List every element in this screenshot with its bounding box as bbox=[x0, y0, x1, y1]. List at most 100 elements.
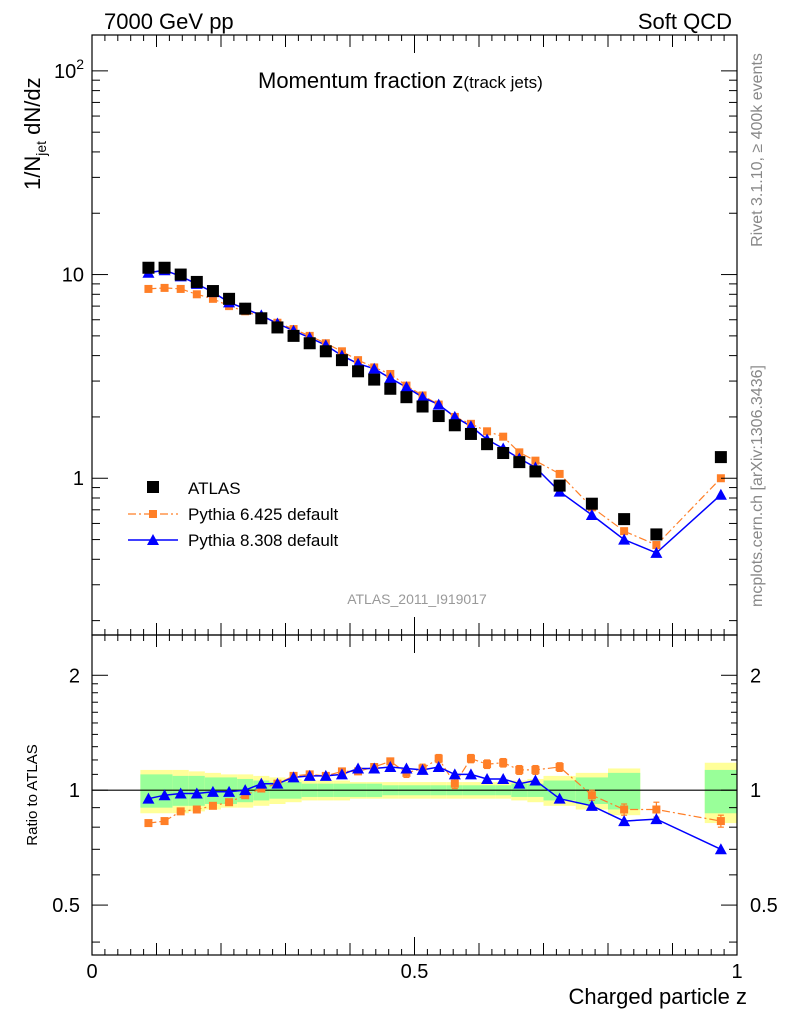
atlas-point bbox=[553, 479, 566, 492]
ratio-pythia6-point bbox=[515, 765, 524, 774]
ratio-pythia6-point bbox=[176, 807, 185, 816]
atlas-point bbox=[158, 261, 171, 274]
atlas-point bbox=[448, 419, 461, 432]
pythia8-point bbox=[448, 410, 461, 422]
ratio-pythia6-point bbox=[144, 819, 153, 828]
ratio-pythia6-point bbox=[225, 798, 234, 807]
pythia8-point bbox=[618, 533, 631, 545]
pythia8-point bbox=[432, 398, 445, 410]
ratio-y-tick-label-left: 0.5 bbox=[52, 895, 80, 917]
ratio-pythia6-point bbox=[208, 801, 217, 810]
ratio-pythia6-point bbox=[160, 817, 169, 826]
ratio-pythia8-point bbox=[223, 785, 236, 797]
stat-uncertainty-band bbox=[704, 769, 737, 814]
ratio-pythia8-point bbox=[529, 774, 542, 786]
x-tick-label: 1 bbox=[731, 961, 742, 983]
atlas-point bbox=[206, 285, 219, 298]
ratio-y-tick-label-right: 1 bbox=[750, 780, 761, 802]
ratio-pythia8-point bbox=[368, 762, 381, 774]
ratio-pythia8-point bbox=[585, 799, 598, 811]
main-y-tick-label: 1 bbox=[73, 468, 84, 490]
pythia8-point bbox=[400, 381, 413, 393]
atlas-point bbox=[585, 497, 598, 510]
atlas-point bbox=[368, 373, 381, 386]
ratio-pythia6-point bbox=[499, 758, 508, 767]
pythia6-point bbox=[515, 448, 524, 457]
main-ylabel: 1/Njet dN/dz bbox=[20, 77, 49, 190]
legend-marker-atlas bbox=[147, 481, 159, 493]
main-y-tick-label: 102 bbox=[54, 56, 84, 83]
ratio-pythia8-point bbox=[206, 785, 219, 797]
ratio-pythia8-point bbox=[432, 761, 445, 773]
ratio-pythia8-point bbox=[142, 792, 155, 804]
atlas-point bbox=[432, 410, 445, 423]
stat-uncertainty-band bbox=[608, 772, 641, 810]
atlas-point bbox=[255, 312, 268, 325]
ratio-pythia8-point bbox=[303, 769, 316, 781]
atlas-point bbox=[513, 456, 526, 469]
pythia8-point bbox=[714, 488, 727, 500]
atlas-point bbox=[174, 268, 187, 281]
pythia6-point bbox=[499, 432, 508, 441]
ratio-pythia6-point bbox=[587, 791, 596, 800]
atlas-point bbox=[142, 261, 155, 274]
pythia8-point bbox=[368, 362, 381, 374]
ratio-y-tick-label-left: 1 bbox=[69, 780, 80, 802]
atlas-point bbox=[287, 329, 300, 342]
pythia6-point bbox=[483, 427, 492, 436]
main-ylabel-sub: jet bbox=[33, 141, 49, 157]
ratio-pythia6-point bbox=[450, 779, 459, 788]
atlas-point bbox=[464, 427, 477, 440]
atlas-point bbox=[618, 513, 631, 526]
atlas-point bbox=[400, 391, 413, 404]
ratio-pythia6-point bbox=[434, 754, 443, 763]
stat-uncertainty-band bbox=[140, 774, 157, 808]
pythia6-point bbox=[176, 284, 185, 293]
pythia6-point bbox=[555, 469, 564, 478]
ratio-pythia8-point bbox=[481, 772, 494, 784]
pythia8-point bbox=[650, 546, 663, 558]
pythia6-point bbox=[620, 527, 629, 536]
ratio-pythia8-point bbox=[190, 787, 203, 799]
legend-marker-pythia6 bbox=[149, 510, 157, 518]
atlas-point bbox=[271, 321, 284, 334]
ratio-pythia8-point bbox=[271, 777, 284, 789]
main-y-tick-label: 10 bbox=[62, 265, 84, 287]
atlas-point bbox=[650, 528, 663, 541]
main-title-text: Momentum fraction z bbox=[258, 68, 463, 93]
main-panel: 1 10 102 Momentum fraction z(track jets) 1… bbox=[20, 34, 738, 636]
atlas-point bbox=[529, 465, 542, 478]
main-y-tick-exponent: 2 bbox=[76, 56, 84, 72]
atlas-point bbox=[335, 354, 348, 367]
ratio-pythia8-point bbox=[650, 813, 663, 825]
ratio-ylabel: Ratio to ATLAS bbox=[24, 744, 41, 845]
watermark: ATLAS_2011_I919017 bbox=[347, 591, 487, 607]
ratio-pythia8-point bbox=[239, 784, 252, 796]
pythia6-point bbox=[531, 456, 540, 465]
ratio-panel: 0.5 0.5 1 1 2 2 0 0.5 1 Ratio to ATLAS Charged p… bbox=[24, 634, 778, 1009]
atlas-point bbox=[352, 365, 365, 378]
ratio-pythia8-point bbox=[255, 777, 268, 789]
ratio-pythia6-point bbox=[466, 754, 475, 763]
ratio-pythia6-point bbox=[620, 805, 629, 814]
ratio-y-tick-label-right: 2 bbox=[750, 665, 761, 687]
ratio-pythia8-point bbox=[384, 761, 397, 773]
ratio-pythia8-point bbox=[513, 777, 526, 789]
process-label: Soft QCD bbox=[638, 9, 732, 34]
pythia8-point bbox=[416, 391, 429, 403]
pythia6-point bbox=[652, 541, 661, 550]
ratio-pythia6-point bbox=[652, 805, 661, 814]
main-ylabel-tail: dN/dz bbox=[20, 77, 45, 141]
legend-label-pythia6: Pythia 6.425 default bbox=[188, 505, 339, 524]
energy-label: 7000 GeV pp bbox=[104, 9, 234, 34]
atlas-point bbox=[481, 438, 494, 451]
legend-marker-pythia8 bbox=[147, 534, 159, 545]
ratio-pythia8-point bbox=[714, 843, 727, 855]
pythia6-point bbox=[716, 474, 725, 483]
ratio-pythia8-point bbox=[158, 789, 171, 801]
atlas-point bbox=[223, 292, 236, 305]
ratio-pythia6-point bbox=[531, 765, 540, 774]
ratio-pythia6-point bbox=[241, 791, 250, 800]
rivet-label: Rivet 3.1.10, ≥ 400k events bbox=[749, 53, 766, 247]
